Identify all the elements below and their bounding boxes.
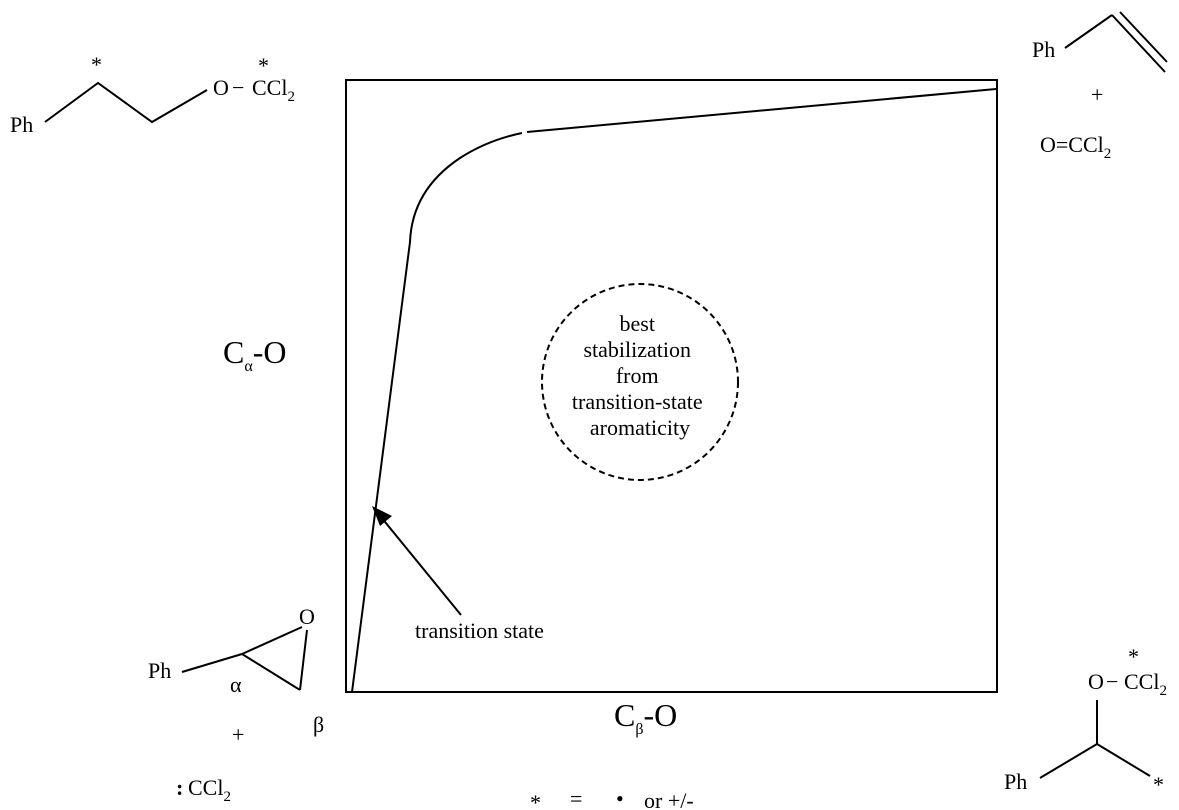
ph-label: Ph <box>1032 37 1055 62</box>
radical-star: * <box>91 52 102 77</box>
diagram-frame <box>345 79 998 693</box>
structure-top-right: Ph + O=CCl2 <box>1032 11 1168 162</box>
ph-label: Ph <box>1004 769 1027 794</box>
oxygen-label: O <box>213 75 229 100</box>
arrowhead-icon <box>372 506 392 526</box>
structure-bottom-right: O − CCl2 * Ph * <box>1004 644 1167 797</box>
phosgene-label: O=CCl2 <box>1040 132 1111 162</box>
svg-text:−: − <box>1106 669 1118 694</box>
center-annotation: best stabilization from transition-state… <box>572 311 708 440</box>
transition-state-label: transition state <box>415 618 544 643</box>
transition-state-arrow <box>380 516 462 616</box>
ph-label: Ph <box>10 112 33 137</box>
x-axis-label: Cβ-O <box>614 697 677 738</box>
center-line-3: from <box>616 363 659 388</box>
carbene-colon: : <box>176 775 183 800</box>
y-axis-label: Cα-O <box>223 334 287 375</box>
oxygen-label: O <box>1088 669 1104 694</box>
structure-top-left: Ph * O − CCl2 * <box>10 52 295 137</box>
reaction-path-upper-segment <box>526 88 997 133</box>
legend-star: * <box>530 790 541 810</box>
plus-sign: + <box>1091 82 1103 107</box>
reaction-path-curve <box>351 132 523 693</box>
oxygen-label: O <box>299 604 315 629</box>
alpha-label: α <box>230 672 242 697</box>
ccl2-label: CCl2 <box>1124 669 1167 699</box>
legend: * = • or +/- <box>530 786 694 810</box>
beta-label: β <box>313 712 324 737</box>
center-line-5: aromaticity <box>590 415 690 440</box>
center-line-1: best <box>620 311 655 336</box>
svg-text:−: − <box>232 75 244 100</box>
legend-dot: • <box>616 786 624 810</box>
ph-label: Ph <box>148 658 171 683</box>
ccl2-label: CCl2 <box>188 775 231 805</box>
legend-equals: = <box>570 786 582 810</box>
radical-star: * <box>1153 772 1164 797</box>
center-line-4: transition-state <box>572 389 703 414</box>
aromaticity-region-circle <box>541 283 739 481</box>
radical-star: * <box>258 53 269 78</box>
legend-text: or +/- <box>644 788 694 810</box>
structure-bottom-left: Ph O α β + : CCl2 <box>148 604 324 805</box>
plus-sign: + <box>232 722 244 747</box>
radical-star: * <box>1128 644 1139 669</box>
center-line-2: stabilization <box>583 337 691 362</box>
ccl2-label: CCl2 <box>252 75 295 105</box>
